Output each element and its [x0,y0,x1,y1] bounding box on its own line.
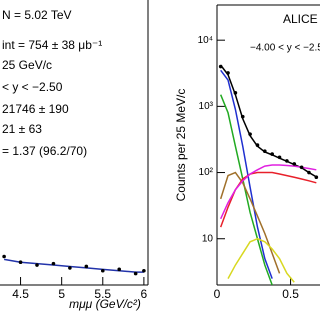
data-point [307,170,311,175]
annotation: < y < −2.50 [2,80,63,94]
annotation: int = 754 ± 38 μb⁻¹ [2,38,102,52]
data-point [270,152,274,156]
data-point [285,159,289,163]
data-point [277,155,282,160]
x-tick-label: 4.5 [12,287,29,301]
y-tick-label: 10³ [199,101,214,112]
x-tick-label: 6 [141,287,148,301]
data-point [142,268,146,273]
data-point [299,165,304,170]
annotation: N = 5.02 TeV [2,8,72,22]
series-line [219,94,273,285]
series-line [220,69,273,279]
plot-area [218,64,319,285]
x-axis-label: mμμ (GeV/c²) [69,297,141,311]
data-point [35,263,39,267]
data-point [68,266,72,270]
x-tick-label: 5 [58,287,65,301]
x-tick-label: 0 [214,287,221,301]
data-point [2,254,6,259]
series-line [3,258,144,273]
data-point [240,114,245,119]
data-point [233,91,238,95]
chart-title: ALICE [283,12,318,26]
data-point [18,260,23,265]
y-tick-label: 10² [199,167,214,178]
y-tick-label: 10⁴ [198,35,213,46]
x-tick-label: 0.5 [282,287,299,301]
rapidity-range: −4.00 < y < −2.50 [250,43,320,54]
data-point [292,162,297,166]
y-tick-label: 10 [202,233,214,244]
series-line [227,237,295,283]
data-point [314,175,319,180]
data-point [255,143,260,147]
data-point [218,64,223,69]
x-tick-label: 5.5 [94,287,111,301]
plot-area [2,254,146,276]
annotation: 25 GeV/c [2,58,52,72]
data-point [226,71,230,75]
annotation: = 1.37 (96.2/70) [2,144,87,158]
data-point [84,264,89,269]
series-line [220,64,317,178]
data-point [133,271,138,276]
series-line [219,171,317,228]
data-point [100,268,105,273]
data-point [263,149,267,154]
annotation: 21746 ± 190 [2,102,69,116]
left-frame [0,0,149,286]
y-axis-label: Counts per 25 MeV/c [174,89,188,202]
data-point [248,132,252,136]
annotation: 21 ± 63 [2,122,42,136]
data-point [117,267,122,272]
data-point [51,261,56,266]
